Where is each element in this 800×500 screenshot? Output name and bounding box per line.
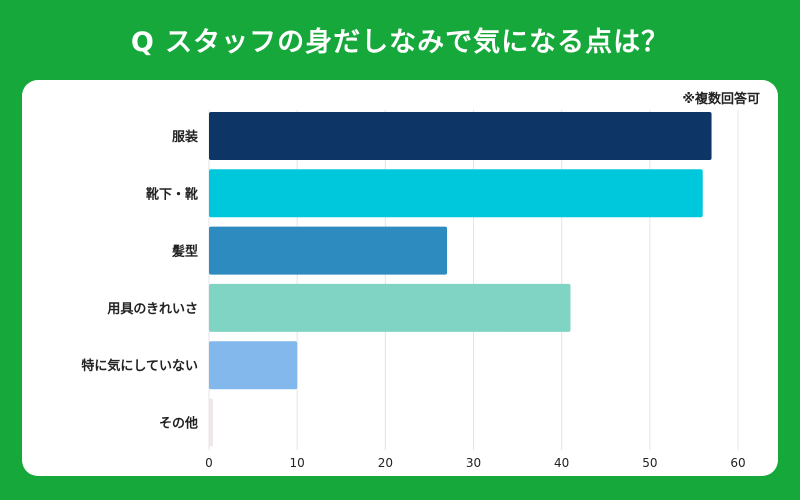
bar — [209, 398, 213, 447]
x-tick-label: 10 — [290, 456, 305, 470]
x-tick-label: 50 — [642, 456, 657, 470]
bar — [209, 169, 703, 218]
x-tick-label: 30 — [466, 456, 481, 470]
category-label: その他 — [159, 416, 198, 432]
chart-title: Q スタッフの身だしなみで気になる点は？ — [130, 27, 670, 58]
category-label: 用具のきれいさ — [106, 302, 198, 317]
x-tick-label: 20 — [378, 456, 393, 470]
category-label: 髪型 — [171, 244, 198, 260]
category-label: 服装 — [172, 129, 198, 145]
x-tick-label: 60 — [730, 456, 745, 470]
category-label: 靴下・靴 — [146, 186, 198, 202]
bar — [209, 112, 712, 160]
x-tick-label: 40 — [554, 456, 569, 470]
bar — [209, 283, 571, 332]
bar — [209, 226, 448, 275]
category-label: 特に気にしていない — [81, 358, 198, 374]
bar — [209, 341, 298, 390]
multiple-answer-note: ※複数回答可 — [682, 92, 760, 107]
x-tick-label: 0 — [205, 456, 213, 470]
